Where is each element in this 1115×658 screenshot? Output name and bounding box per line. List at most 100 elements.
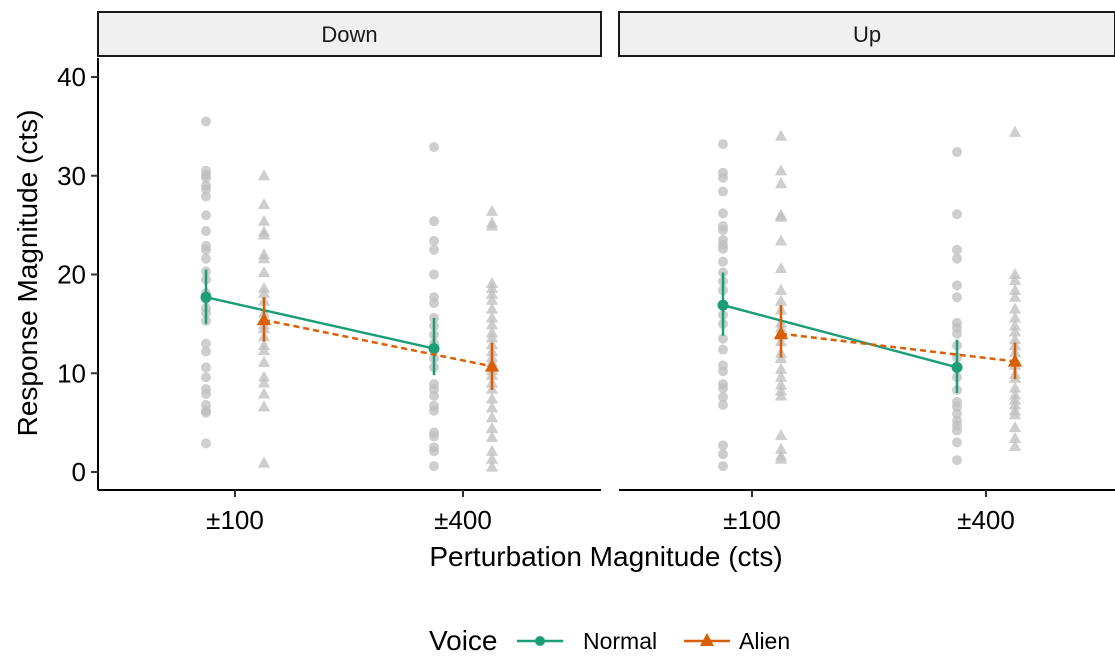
raw-point-alien: [774, 370, 788, 382]
x-axis-title: Perturbation Magnitude (cts): [429, 541, 782, 572]
raw-point-normal: [952, 147, 962, 158]
raw-point-normal: [718, 344, 728, 355]
raw-point-normal: [201, 346, 211, 357]
raw-point-normal: [201, 210, 211, 221]
raw-point-alien: [1008, 302, 1022, 314]
raw-point-normal: [201, 253, 211, 264]
raw-point-normal: [718, 399, 728, 410]
raw-point-normal: [952, 209, 962, 220]
x-tick-label: ±100: [723, 505, 781, 535]
raw-point-normal: [952, 425, 962, 436]
raw-point-normal: [429, 142, 439, 153]
series-line-normal: [205, 295, 435, 350]
raw-point-normal: [718, 366, 728, 377]
y-tick-label: 10: [57, 358, 86, 388]
raw-point-alien: [1008, 319, 1022, 331]
x-tick-label: ±400: [957, 505, 1015, 535]
raw-point-alien: [257, 344, 271, 356]
raw-point-alien: [257, 266, 271, 278]
raw-point-normal: [429, 216, 439, 227]
mean-point-normal: [428, 343, 440, 355]
raw-point-alien: [485, 287, 499, 299]
series-line-alien: [780, 332, 1016, 363]
raw-point-normal: [201, 116, 211, 127]
series-line-normal: [722, 303, 958, 369]
raw-point-alien: [257, 370, 271, 382]
raw-point-alien: [1008, 421, 1022, 433]
raw-point-alien: [257, 400, 271, 412]
panel-up: [619, 125, 1115, 491]
raw-point-normal: [429, 244, 439, 255]
raw-point-alien: [774, 442, 788, 454]
mean-point-alien: [773, 326, 789, 339]
raw-point-alien: [774, 428, 788, 441]
raw-point-normal: [429, 298, 439, 309]
raw-point-normal: [718, 139, 728, 150]
raw-point-normal: [429, 461, 439, 472]
y-axis: 0 10 20 30 40: [57, 62, 98, 487]
raw-point-normal: [429, 431, 439, 442]
raw-point-alien: [485, 311, 499, 323]
raw-point-normal: [201, 372, 211, 383]
raw-point-normal: [718, 461, 728, 472]
raw-point-alien: [1008, 431, 1022, 443]
raw-point-normal: [201, 244, 211, 255]
mean-point-normal: [717, 299, 729, 311]
raw-point-normal: [952, 280, 962, 291]
raw-point-alien: [1008, 325, 1022, 337]
raw-point-normal: [952, 292, 962, 303]
raw-point-normal: [429, 235, 439, 246]
raw-point-alien: [1008, 333, 1022, 345]
mean-point-alien: [256, 312, 272, 326]
raw-point-alien: [257, 252, 271, 264]
raw-point-alien: [774, 129, 788, 141]
raw-point-alien: [485, 460, 499, 472]
mean-point-normal: [200, 291, 212, 303]
raw-point-alien: [485, 204, 499, 216]
raw-point-alien: [485, 331, 499, 343]
raw-point-alien: [485, 302, 499, 314]
raw-point-alien: [1008, 408, 1022, 420]
raw-point-normal: [429, 390, 439, 401]
raw-point-alien: [1008, 125, 1022, 137]
x-tick-label: ±400: [434, 505, 492, 535]
raw-point-normal: [201, 338, 211, 349]
raw-point-alien: [774, 164, 788, 176]
raw-point-normal: [952, 401, 962, 412]
raw-point-alien: [257, 376, 271, 388]
raw-point-alien: [257, 228, 271, 240]
strip-label-down: Down: [321, 22, 377, 47]
legend-key-normal: [517, 636, 563, 646]
y-tick-label: 40: [57, 62, 86, 92]
raw-point-normal: [952, 244, 962, 255]
strip-label-up: Up: [853, 22, 881, 47]
raw-point-alien: [774, 294, 788, 306]
raw-point-normal: [201, 388, 211, 399]
raw-point-normal: [952, 455, 962, 466]
mean-point-alien: [484, 358, 500, 372]
raw-point-alien: [485, 401, 499, 413]
mean-point-alien: [1007, 353, 1023, 367]
series-line-alien: [263, 318, 493, 368]
strip-background-up: [618, 11, 1115, 57]
x-tick-label: ±100: [206, 505, 264, 535]
y-tick-label: 20: [57, 260, 86, 290]
raw-point-alien: [257, 286, 271, 298]
raw-point-alien: [774, 452, 788, 464]
raw-point-normal: [718, 243, 728, 254]
mean-point-normal: [951, 361, 963, 373]
raw-point-alien: [1008, 283, 1022, 295]
raw-point-alien: [257, 214, 271, 226]
raw-point-alien: [1008, 381, 1022, 393]
raw-point-alien: [257, 169, 271, 181]
raw-point-alien: [257, 456, 271, 468]
legend-title: Voice: [429, 625, 498, 656]
legend: Voice Normal Alien: [429, 625, 790, 656]
raw-point-normal: [718, 208, 728, 219]
legend-key-alien: [684, 633, 730, 646]
raw-point-alien: [1008, 273, 1022, 285]
raw-point-normal: [429, 269, 439, 280]
raw-point-alien: [774, 283, 788, 295]
raw-point-normal: [718, 186, 728, 197]
raw-point-normal: [201, 172, 211, 183]
